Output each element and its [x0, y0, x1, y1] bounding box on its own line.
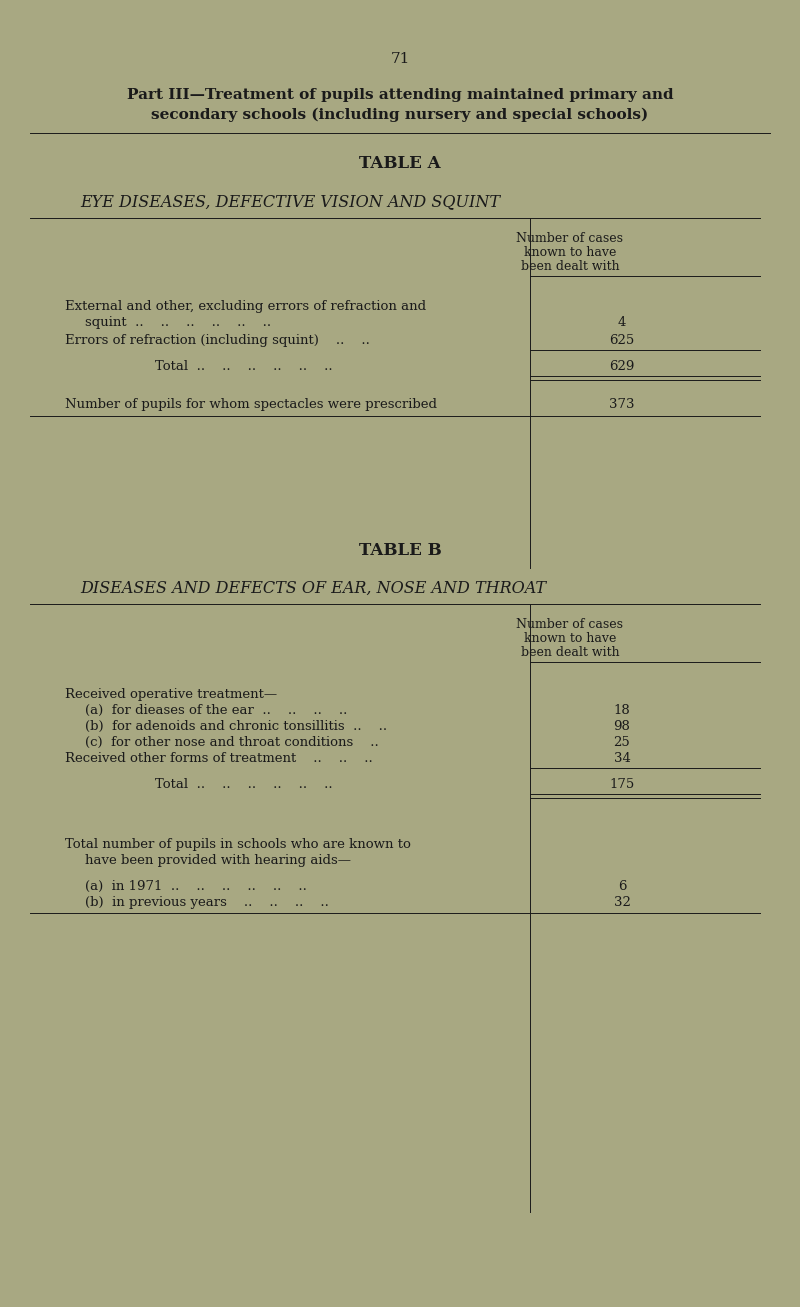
Text: 34: 34: [614, 752, 630, 765]
Text: EYE DISEASES, DEFECTIVE VISION AND SQUINT: EYE DISEASES, DEFECTIVE VISION AND SQUIN…: [80, 193, 500, 210]
Text: Errors of refraction (including squint)    ..    ..: Errors of refraction (including squint) …: [65, 335, 370, 346]
Text: 625: 625: [610, 335, 634, 346]
Text: (c)  for other nose and throat conditions    ..: (c) for other nose and throat conditions…: [85, 736, 378, 749]
Text: Received other forms of treatment    ..    ..    ..: Received other forms of treatment .. .. …: [65, 752, 373, 765]
Text: 629: 629: [610, 359, 634, 372]
Text: 18: 18: [614, 704, 630, 718]
Text: 32: 32: [614, 897, 630, 908]
Text: 6: 6: [618, 880, 626, 893]
Text: 4: 4: [618, 316, 626, 329]
Text: have been provided with hearing aids—: have been provided with hearing aids—: [85, 853, 351, 867]
Text: squint  ..    ..    ..    ..    ..    ..: squint .. .. .. .. .. ..: [85, 316, 271, 329]
Text: (b)  for adenoids and chronic tonsillitis  ..    ..: (b) for adenoids and chronic tonsillitis…: [85, 720, 387, 733]
Text: known to have: known to have: [524, 246, 616, 259]
Text: Number of cases: Number of cases: [517, 618, 623, 631]
Text: Number of pupils for whom spectacles were prescribed: Number of pupils for whom spectacles wer…: [65, 399, 437, 410]
Text: 175: 175: [610, 778, 634, 791]
Text: (a)  in 1971  ..    ..    ..    ..    ..    ..: (a) in 1971 .. .. .. .. .. ..: [85, 880, 307, 893]
Text: TABLE A: TABLE A: [359, 156, 441, 173]
Text: known to have: known to have: [524, 633, 616, 644]
Text: External and other, excluding errors of refraction and: External and other, excluding errors of …: [65, 301, 426, 312]
Text: been dealt with: been dealt with: [521, 646, 619, 659]
Text: DISEASES AND DEFECTS OF EAR, NOSE AND THROAT: DISEASES AND DEFECTS OF EAR, NOSE AND TH…: [80, 580, 546, 597]
Text: TABLE B: TABLE B: [358, 542, 442, 559]
Text: secondary schools (including nursery and special schools): secondary schools (including nursery and…: [151, 108, 649, 123]
Text: Received operative treatment—: Received operative treatment—: [65, 687, 277, 701]
Text: (b)  in previous years    ..    ..    ..    ..: (b) in previous years .. .. .. ..: [85, 897, 329, 908]
Text: (a)  for dieases of the ear  ..    ..    ..    ..: (a) for dieases of the ear .. .. .. ..: [85, 704, 347, 718]
Text: 71: 71: [390, 52, 410, 65]
Text: Part III—Treatment of pupils attending maintained primary and: Part III—Treatment of pupils attending m…: [126, 88, 674, 102]
Text: Total  ..    ..    ..    ..    ..    ..: Total .. .. .. .. .. ..: [155, 778, 333, 791]
Text: been dealt with: been dealt with: [521, 260, 619, 273]
Text: Total number of pupils in schools who are known to: Total number of pupils in schools who ar…: [65, 838, 411, 851]
Text: 373: 373: [610, 399, 634, 410]
Text: 25: 25: [614, 736, 630, 749]
Text: Number of cases: Number of cases: [517, 233, 623, 244]
Text: Total  ..    ..    ..    ..    ..    ..: Total .. .. .. .. .. ..: [155, 359, 333, 372]
Text: 98: 98: [614, 720, 630, 733]
